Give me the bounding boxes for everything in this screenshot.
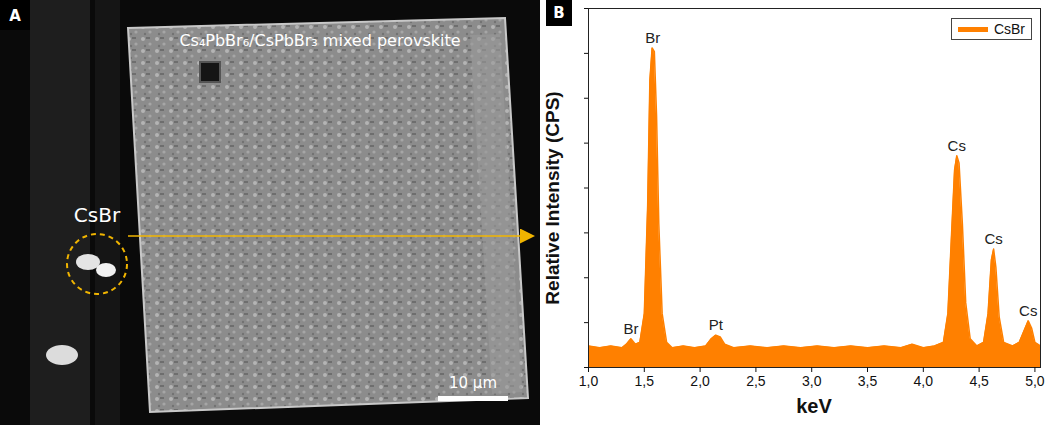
- svg-text:CsBr: CsBr: [74, 203, 121, 227]
- svg-text:1,5: 1,5: [635, 373, 655, 389]
- svg-text:4,5: 4,5: [969, 373, 989, 389]
- html-text:CsBr: CsBr: [993, 21, 1025, 37]
- svg-text:Br: Br: [623, 320, 638, 337]
- svg-text:Cs: Cs: [948, 137, 966, 154]
- svg-text:Cs₄PbBr₆/CsPbBr₃ mixed perovsk: Cs₄PbBr₆/CsPbBr₃ mixed perovskite: [179, 31, 460, 50]
- svg-text:Cs: Cs: [1019, 302, 1037, 319]
- svg-text:5,0: 5,0: [1025, 373, 1045, 389]
- html-text:Relative Intensity (CPS): Relative Intensity (CPS): [542, 90, 563, 305]
- html-text:B: B: [553, 4, 565, 22]
- svg-text:1,0: 1,0: [579, 373, 599, 389]
- svg-text:Br: Br: [645, 29, 660, 46]
- svg-text:A: A: [9, 7, 21, 25]
- svg-text:Pt: Pt: [709, 316, 724, 333]
- svg-text:3,0: 3,0: [802, 373, 822, 389]
- svg-text:3,5: 3,5: [858, 373, 878, 389]
- svg-text:4,0: 4,0: [914, 373, 934, 389]
- svg-text:2,0: 2,0: [690, 373, 710, 389]
- svg-text:2,5: 2,5: [746, 373, 766, 389]
- html-text:keV: keV: [796, 395, 832, 417]
- svg-text:Cs: Cs: [984, 230, 1002, 247]
- svg-text:10 μm: 10 μm: [449, 374, 497, 392]
